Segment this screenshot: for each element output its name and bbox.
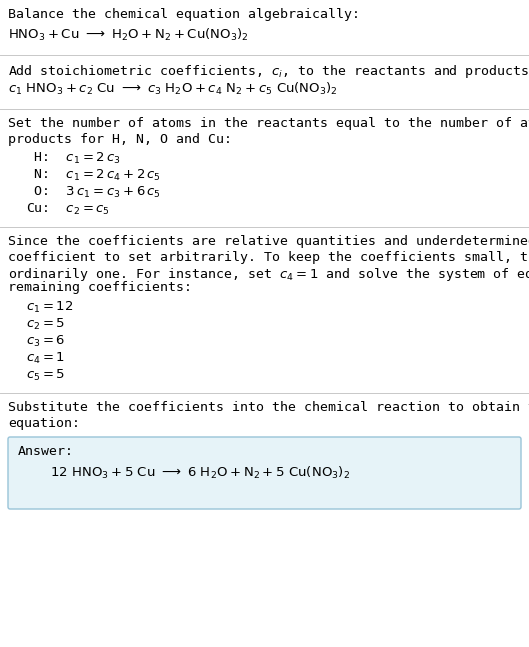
Text: N:  $c_1 = 2\,c_4 + 2\,c_5$: N: $c_1 = 2\,c_4 + 2\,c_5$ — [26, 168, 161, 183]
Text: Balance the chemical equation algebraically:: Balance the chemical equation algebraica… — [8, 8, 360, 21]
Text: H:  $c_1 = 2\,c_3$: H: $c_1 = 2\,c_3$ — [26, 151, 121, 166]
Text: Answer:: Answer: — [18, 445, 74, 458]
Text: $c_1 = 12$: $c_1 = 12$ — [26, 300, 74, 315]
Text: Add stoichiometric coefficients, $c_i$, to the reactants and products:: Add stoichiometric coefficients, $c_i$, … — [8, 63, 529, 80]
Text: products for H, N, O and Cu:: products for H, N, O and Cu: — [8, 133, 232, 146]
Text: equation:: equation: — [8, 417, 80, 430]
Text: $c_5 = 5$: $c_5 = 5$ — [26, 368, 65, 383]
Text: $c_4 = 1$: $c_4 = 1$ — [26, 351, 65, 366]
Text: Since the coefficients are relative quantities and underdetermined, choose a: Since the coefficients are relative quan… — [8, 235, 529, 248]
Text: $\mathrm{HNO_3 + Cu \ \longrightarrow \ H_2O + N_2 + Cu(NO_3)_2}$: $\mathrm{HNO_3 + Cu \ \longrightarrow \ … — [8, 27, 249, 43]
Text: Substitute the coefficients into the chemical reaction to obtain the balanced: Substitute the coefficients into the che… — [8, 401, 529, 414]
Text: ordinarily one. For instance, set $c_4 = 1$ and solve the system of equations fo: ordinarily one. For instance, set $c_4 =… — [8, 266, 529, 283]
Text: remaining coefficients:: remaining coefficients: — [8, 281, 192, 294]
Text: $c_1\ \mathrm{HNO_3} + c_2\ \mathrm{Cu}\ \longrightarrow\ c_3\ \mathrm{H_2O} + c: $c_1\ \mathrm{HNO_3} + c_2\ \mathrm{Cu}\… — [8, 81, 338, 97]
Text: $c_3 = 6$: $c_3 = 6$ — [26, 334, 65, 349]
FancyBboxPatch shape — [8, 437, 521, 509]
Text: $\mathrm{12\ HNO_3 + 5\ Cu\ \longrightarrow\ 6\ H_2O + N_2 + 5\ Cu(NO_3)_2}$: $\mathrm{12\ HNO_3 + 5\ Cu\ \longrightar… — [50, 465, 350, 481]
Text: Set the number of atoms in the reactants equal to the number of atoms in the: Set the number of atoms in the reactants… — [8, 117, 529, 130]
Text: O:  $3\,c_1 = c_3 + 6\,c_5$: O: $3\,c_1 = c_3 + 6\,c_5$ — [26, 185, 161, 200]
Text: Cu:  $c_2 = c_5$: Cu: $c_2 = c_5$ — [26, 202, 110, 217]
Text: coefficient to set arbitrarily. To keep the coefficients small, the arbitrary va: coefficient to set arbitrarily. To keep … — [8, 250, 529, 263]
Text: $c_2 = 5$: $c_2 = 5$ — [26, 317, 65, 332]
